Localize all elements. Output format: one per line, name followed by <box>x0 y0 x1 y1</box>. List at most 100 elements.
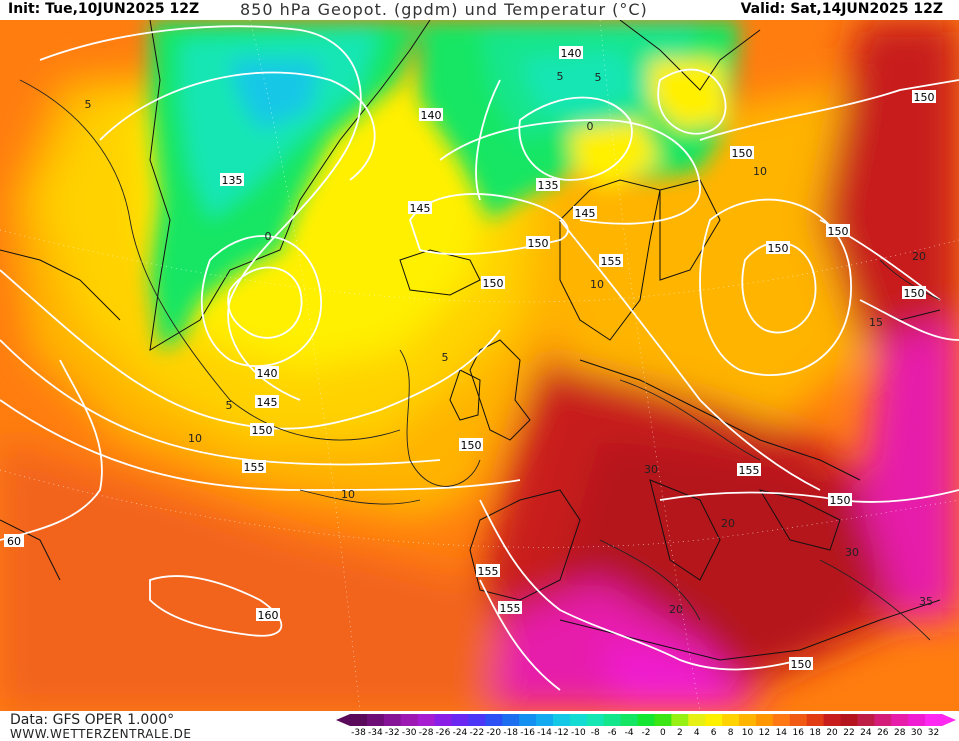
legend-tick-label: -12 <box>554 728 569 738</box>
legend-tick-label: -32 <box>384 728 400 738</box>
temp-label: 0 <box>587 120 594 133</box>
svg-text:155: 155 <box>739 464 760 477</box>
svg-text:150: 150 <box>461 439 482 452</box>
legend-swatch <box>434 714 452 726</box>
temp-label: 30 <box>644 463 658 476</box>
legend-arrow-right <box>942 714 956 726</box>
temp-label: 10 <box>753 165 767 178</box>
svg-text:150: 150 <box>828 225 849 238</box>
legend-swatch <box>620 714 639 726</box>
legend-tick-label: 6 <box>710 728 717 738</box>
legend-swatch <box>552 714 571 726</box>
weather-map: 140 140 150 150 135 145 145 150 155 150 … <box>0 20 959 711</box>
svg-text:155: 155 <box>500 602 521 615</box>
legend-tick-label: -2 <box>641 728 651 738</box>
svg-text:145: 145 <box>575 207 596 220</box>
legend-swatch <box>417 714 436 726</box>
init-time: Init: Tue,10JUN2025 12Z <box>8 1 200 17</box>
temp-label: 15 <box>869 316 883 329</box>
legend-arrow-left <box>336 714 350 726</box>
legend-swatch <box>874 714 892 726</box>
temp-label: 10 <box>341 488 355 501</box>
height-label: 155 <box>737 463 761 477</box>
legend-tick-label: -14 <box>537 728 552 738</box>
temperature-field <box>0 20 959 711</box>
temp-label: 20 <box>912 250 926 263</box>
temp-label: 10 <box>188 432 202 445</box>
legend-swatch <box>350 714 368 726</box>
legend-tick-label: -34 <box>368 728 383 738</box>
legend-swatch <box>722 714 740 726</box>
height-label: 150 <box>250 423 274 437</box>
legend-tick-label: 10 <box>741 728 754 738</box>
legend-swatch <box>383 714 402 726</box>
svg-text:150: 150 <box>904 287 925 300</box>
height-labels: 140 140 150 150 135 145 145 150 155 150 … <box>4 46 936 671</box>
svg-text:135: 135 <box>538 179 559 192</box>
svg-text:150: 150 <box>528 237 549 250</box>
temp-label: 5 <box>557 70 564 83</box>
svg-text:140: 140 <box>421 109 442 122</box>
legend-swatch <box>755 714 774 726</box>
temp-label: 5 <box>226 399 233 412</box>
height-label: 155 <box>242 460 266 474</box>
legend-swatch <box>502 714 520 726</box>
legend-swatch <box>688 714 706 726</box>
svg-text:150: 150 <box>252 424 273 437</box>
legend-swatch <box>739 714 757 726</box>
legend-tick-label: -22 <box>469 728 485 738</box>
svg-text:150: 150 <box>914 91 935 104</box>
temp-label: 35 <box>919 595 933 608</box>
legend-swatch <box>823 714 842 726</box>
legend-tick-label: 30 <box>910 728 923 738</box>
height-label: 145 <box>255 395 279 409</box>
data-source: Data: GFS OPER 1.000° <box>10 712 175 728</box>
legend-tick-label: 22 <box>843 728 855 738</box>
legend-tick-label: 8 <box>727 728 734 738</box>
legend-tick-label: -10 <box>570 728 586 738</box>
height-label: 150 <box>902 286 926 300</box>
legend-swatch <box>908 714 926 726</box>
svg-text:140: 140 <box>561 47 582 60</box>
height-label: 145 <box>573 206 597 220</box>
legend-tick-label: -30 <box>401 728 417 738</box>
color-legend <box>336 714 956 726</box>
legend-tick-label: 2 <box>676 728 683 738</box>
legend-swatch <box>789 714 808 726</box>
legend-tick-label: 0 <box>660 728 666 738</box>
legend-swatch <box>400 714 419 726</box>
legend-tick-label: -8 <box>590 728 600 738</box>
valid-time: Valid: Sat,14JUN2025 12Z <box>740 1 943 17</box>
svg-text:150: 150 <box>791 658 812 671</box>
legend-tick-label: 12 <box>758 728 771 738</box>
height-label: 150 <box>789 657 813 671</box>
legend-tick-label: -6 <box>607 728 617 738</box>
legend-swatch <box>569 714 588 726</box>
temp-label: 5 <box>85 98 92 111</box>
height-label: 150 <box>481 276 505 290</box>
legend-tick-label: -24 <box>452 728 468 738</box>
legend-swatch <box>586 714 605 726</box>
legend-tick-label: 4 <box>693 728 700 738</box>
legend-tick-label: -28 <box>418 728 434 738</box>
height-label: 155 <box>498 601 522 615</box>
svg-text:145: 145 <box>410 202 431 215</box>
legend-tick-label: 16 <box>792 728 804 738</box>
legend-tick-label: -26 <box>435 728 451 738</box>
temp-label: 30 <box>845 546 859 559</box>
legend-tick-label: 32 <box>927 728 940 738</box>
legend-swatch <box>705 714 723 726</box>
map-title: 850 hPa Geopot. (gpdm) und Temperatur (°… <box>240 0 648 19</box>
legend-swatch <box>536 714 554 726</box>
height-label: 140 <box>255 366 279 380</box>
temp-label: 20 <box>669 603 683 616</box>
map-header: Init: Tue,10JUN2025 12Z 850 hPa Geopot. … <box>0 0 959 20</box>
height-label: 150 <box>912 90 936 104</box>
svg-text:150: 150 <box>483 277 504 290</box>
legend-labels: -38 -34 -32 -30 -28 -26 -24 -22 -20 -18 -16 -14 -12-… <box>340 728 940 740</box>
site-url: WWW.WETTERZENTRALE.DE <box>10 727 192 741</box>
legend-swatch <box>366 714 385 726</box>
svg-text:155: 155 <box>478 565 499 578</box>
legend-tick-label: 28 <box>893 728 906 738</box>
legend-tick-label: 14 <box>775 728 788 738</box>
